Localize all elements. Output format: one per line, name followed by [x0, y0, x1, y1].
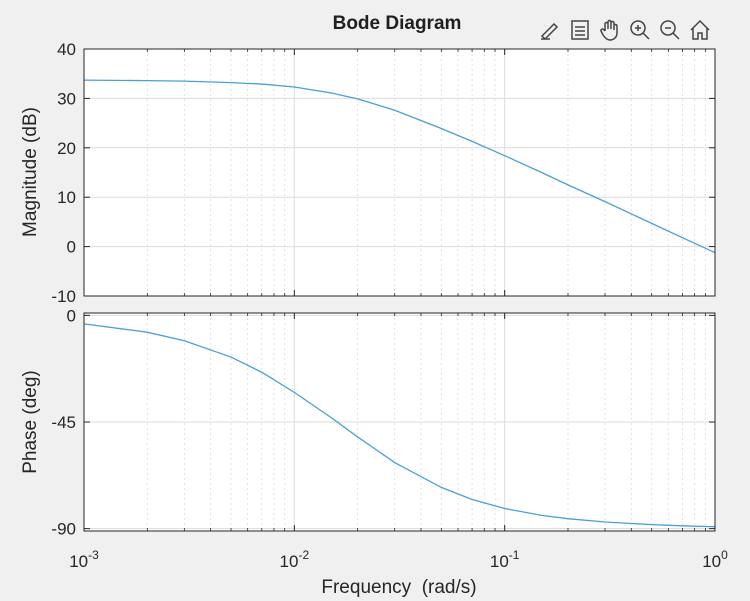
magnitude-series-line [83, 79, 716, 254]
magnitude-axes: -10 0 10 20 30 40 [51, 40, 716, 306]
pan-button[interactable] [596, 16, 624, 44]
x-tick-label: 10-2 [280, 548, 310, 571]
y-tick-label: 40 [57, 40, 76, 59]
magnitude-axes-border [83, 48, 716, 297]
magnitude-y-axis-label: Magnitude (dB) [20, 107, 41, 237]
y-tick-label: 0 [67, 306, 76, 325]
x-axis-label: Frequency (rad/s) [321, 577, 476, 598]
chart-title: Bode Diagram [333, 13, 462, 34]
y-tick-label: -10 [51, 287, 76, 306]
legend-icon [571, 20, 589, 40]
y-tick-label: -90 [51, 520, 76, 539]
legend-button[interactable] [566, 16, 594, 44]
zoom-out-button[interactable] [656, 16, 684, 44]
phase-series-line [83, 323, 716, 528]
y-tick-label: 0 [67, 238, 76, 257]
pan-icon [600, 19, 618, 41]
y-tick-label: 20 [57, 139, 76, 158]
home-button[interactable] [686, 16, 714, 44]
phase-axes: -90 -45 0 [51, 306, 716, 539]
zoom-out-icon [660, 20, 680, 40]
axes-toolbar [536, 16, 714, 44]
brush-button[interactable] [536, 16, 564, 44]
magnitude-plot-area [84, 49, 715, 296]
phase-y-axis-label: Phase (deg) [20, 370, 41, 474]
phase-axes-border [83, 312, 716, 532]
y-tick-label: -45 [51, 413, 76, 432]
zoom-in-icon [630, 20, 650, 40]
x-tick-label: 10-3 [69, 548, 99, 571]
y-tick-label: 30 [57, 89, 76, 108]
y-tick-label: 10 [57, 188, 76, 207]
x-tick-label: 10-1 [490, 548, 520, 571]
home-icon [690, 19, 710, 40]
brush-icon [540, 22, 559, 41]
x-tick-labels: 10-3 10-2 10-1 100 [69, 548, 728, 571]
x-tick-label: 100 [702, 548, 728, 571]
zoom-in-button[interactable] [626, 16, 654, 44]
